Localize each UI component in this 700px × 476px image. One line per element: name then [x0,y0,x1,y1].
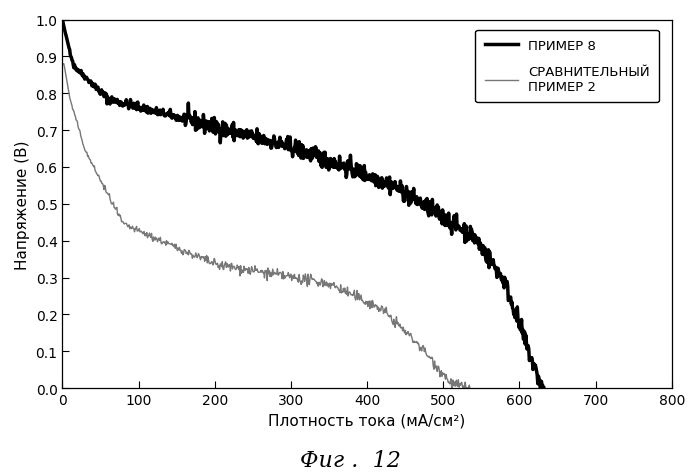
Y-axis label: Напряжение (В): Напряжение (В) [15,140,30,269]
Text: Фиг .  12: Фиг . 12 [300,449,400,471]
X-axis label: Плотность тока (мА/см²): Плотность тока (мА/см²) [269,413,466,428]
Legend: ПРИМЕР 8, СРАВНИТЕЛЬНЫЙ
ПРИМЕР 2: ПРИМЕР 8, СРАВНИТЕЛЬНЫЙ ПРИМЕР 2 [475,31,659,103]
